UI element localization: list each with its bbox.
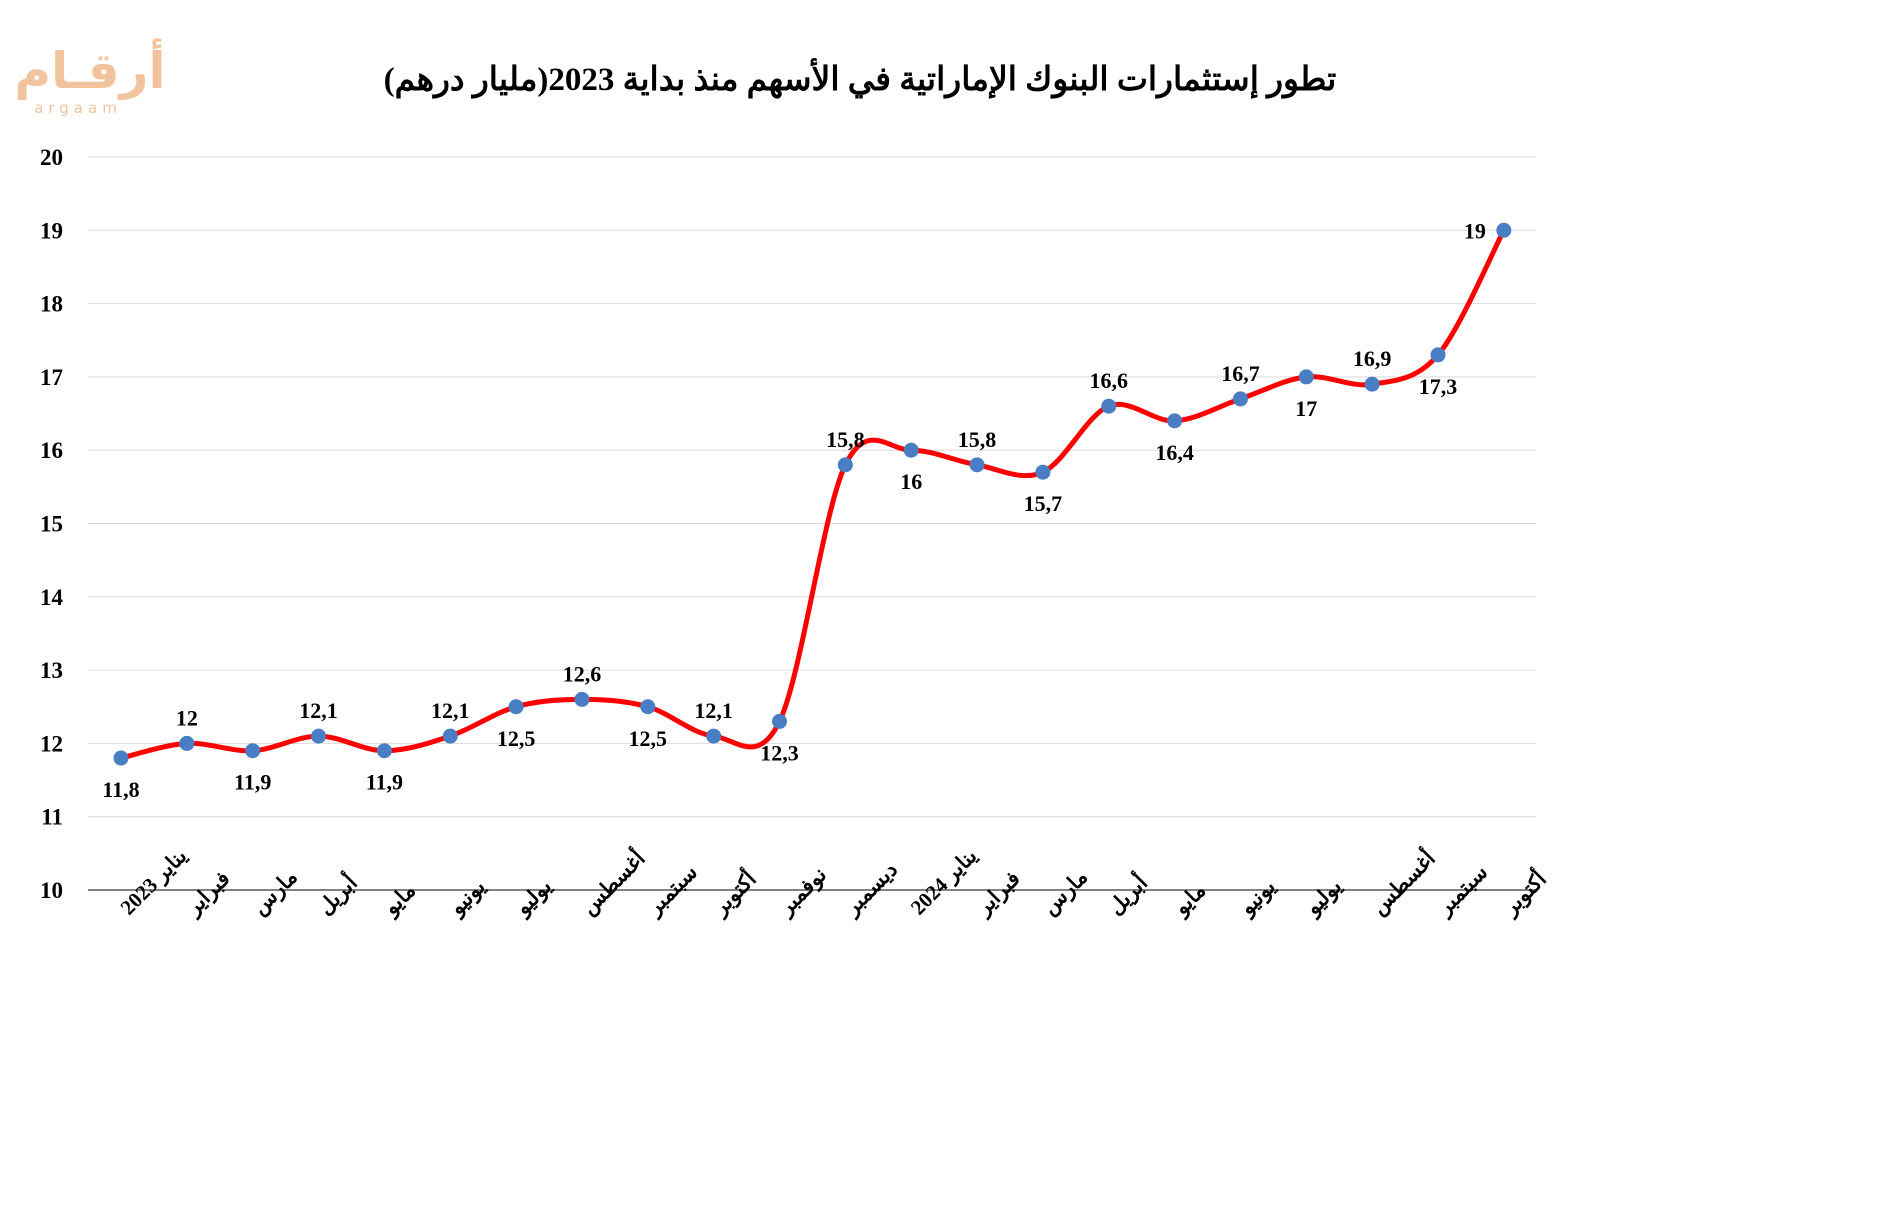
x-tick-label: أغسطس [574,844,650,920]
data-label: 15,8 [958,427,997,452]
y-tick-label: 20 [40,145,63,170]
chart-title: تطور إستثمارات البنوك الإماراتية في الأس… [384,57,1337,99]
data-label: 16,7 [1221,361,1260,386]
x-tick-label: مايو [378,878,421,921]
data-point [1167,413,1183,429]
data-point [1496,222,1512,238]
data-label: 16,9 [1353,346,1392,371]
data-point [508,699,524,715]
y-tick-label: 12 [40,731,63,756]
data-label: 11,8 [102,777,139,802]
data-label: 17 [1295,396,1317,421]
data-label: 11,9 [366,770,403,795]
x-tick-label: يونيو [1234,874,1281,921]
data-point [1035,464,1051,480]
x-tick-label: مايو [1168,878,1211,921]
x-tick-label: يوليو [509,874,557,922]
x-tick-label: مارس [1037,865,1092,920]
data-point [706,728,722,744]
data-point [1298,369,1314,385]
argaam-logo: أرقـام argaam [14,38,165,117]
data-point [179,735,195,751]
y-tick-label: 18 [40,292,63,317]
data-point [1430,347,1446,363]
y-tick-label: 16 [40,438,63,463]
data-point [1101,398,1117,414]
data-point [640,699,656,715]
data-point [113,750,129,766]
data-label: 12 [176,705,198,730]
data-label: 15,7 [1024,491,1063,516]
data-labels: 11,8 12 11,9 12,1 11,9 12,1 12,5 12,6 12,5 12,1 12… [102,218,1485,802]
x-tick-label: يناير 2023 [116,844,193,921]
data-label: 16 [900,469,922,494]
x-tick-label: فبراير [970,866,1025,921]
y-tick-label: 10 [40,878,63,903]
data-label: 12,1 [694,698,733,723]
data-point [772,713,787,729]
data-label: 17,3 [1419,374,1458,399]
data-label: 16,6 [1090,368,1129,393]
x-tick-label: أبريل [311,868,363,920]
y-tick-label: 11 [41,805,63,830]
line-chart: أرقـام argaam تطور إستثمارات البنوك الإم… [14,38,1552,922]
data-label: 16,4 [1155,440,1194,465]
data-label: 12,5 [497,726,536,751]
data-point [1232,391,1248,407]
y-tick-label: 17 [40,365,63,390]
data-point [969,457,985,473]
data-point [245,743,261,759]
logo-latin-text: argaam [34,99,122,117]
y-axis: 10 11 12 13 14 15 16 17 18 19 20 [40,145,64,903]
data-point [837,457,853,473]
series-line [118,227,1507,761]
x-tick-label: أغسطس [1365,844,1441,920]
x-tick-label: يونيو [443,874,490,921]
y-tick-label: 19 [40,218,63,243]
data-point [311,728,327,744]
data-label: 12,1 [299,698,338,723]
data-point [574,691,590,707]
x-tick-label: أبريل [1101,868,1153,920]
data-label: 11,9 [234,770,271,795]
data-point [376,743,392,759]
data-label: 19 [1464,218,1486,243]
data-point [442,728,458,744]
data-label: 12,1 [431,698,470,723]
x-tick-label: سبتمبر [1431,860,1493,922]
data-label: 12,5 [629,726,668,751]
data-markers [113,222,1512,766]
data-label: 15,8 [826,427,865,452]
x-tick-label: مارس [247,865,302,920]
y-tick-label: 13 [40,658,63,683]
grid-lines [88,156,1536,818]
x-tick-label: أكتوبر [705,865,762,922]
data-label: 12,6 [563,661,602,686]
x-tick-label: أكتوبر [1495,865,1552,922]
x-tick-label: نوفمبر [773,862,832,921]
x-tick-label: يوليو [1299,874,1347,922]
x-tick-label: سبتمبر [641,860,703,922]
data-label: 12,3 [760,740,799,765]
logo-arabic-text: أرقـام [14,38,165,100]
data-point [903,442,919,458]
y-tick-label: 14 [40,585,64,610]
data-point [1364,376,1380,392]
y-tick-label: 15 [40,512,63,537]
x-tick-label: يناير 2024 [906,844,983,921]
x-tick-label: فبراير [180,866,235,921]
